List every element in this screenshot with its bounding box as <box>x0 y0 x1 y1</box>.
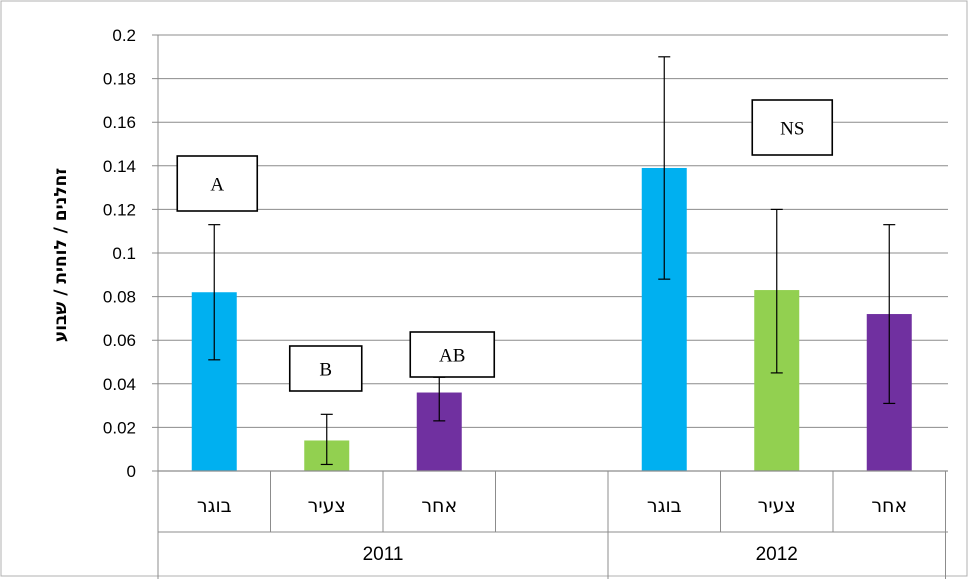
category-labels: בוגר צעיר אחר בוגר צעיר אחר <box>197 495 907 517</box>
category-label: בוגר <box>197 495 232 517</box>
y-tick-labels: 0 0.02 0.04 0.06 0.08 0.1 0.12 0.14 0.16 0.18 0.2 <box>103 26 136 481</box>
annotation-box <box>751 99 834 156</box>
category-label: צעיר <box>308 495 346 517</box>
annotation-box <box>409 331 496 378</box>
y-tick-label: 0.2 <box>112 26 136 45</box>
y-tick-label: 0.06 <box>103 331 136 350</box>
y-tick-label: 0.18 <box>103 70 136 89</box>
category-axis <box>158 470 948 579</box>
y-tick-label: 0.1 <box>112 244 136 263</box>
annotation-label: NS <box>780 119 804 140</box>
group-label: 2012 <box>756 544 798 565</box>
category-label: אחר <box>421 495 457 517</box>
category-label: אחר <box>871 495 907 517</box>
category-label: צעיר <box>758 495 796 517</box>
category-label: בוגר <box>647 495 682 517</box>
gridlines <box>152 34 948 579</box>
annotation-label: B <box>319 360 332 381</box>
y-tick-label: 0.16 <box>103 113 136 132</box>
y-tick-label: 0.02 <box>103 418 136 437</box>
annotation-box <box>288 345 363 392</box>
y-tick-label: 0 <box>127 462 136 481</box>
y-axis-label: זחלנים / לוחית / שבוע <box>51 168 71 342</box>
group-labels: 2011 2012 <box>363 544 798 565</box>
group-label: 2011 <box>363 544 404 565</box>
y-tick-label: 0.14 <box>103 157 136 176</box>
annotation-label: AB <box>439 346 465 367</box>
annotation-box <box>176 155 259 212</box>
y-tick-label: 0.04 <box>103 375 136 394</box>
annotation-label: A <box>210 175 224 196</box>
y-tick-label: 0.08 <box>103 288 136 307</box>
y-tick-label: 0.12 <box>103 200 136 219</box>
error-bars <box>208 56 896 466</box>
